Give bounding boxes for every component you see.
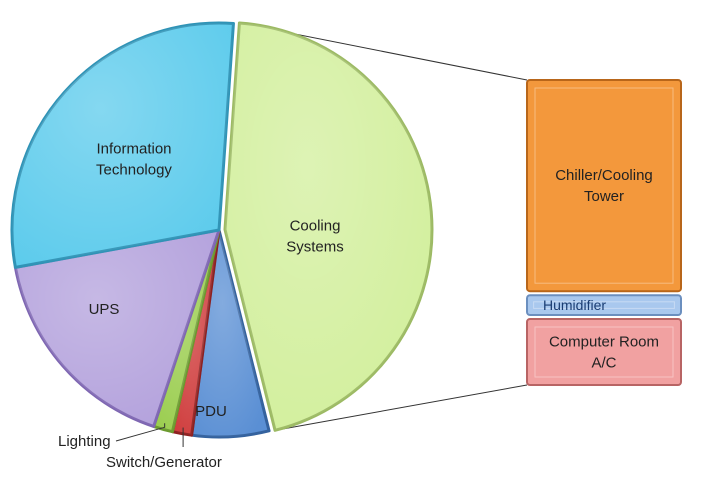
pie-label-pdu: PDU: [195, 403, 227, 420]
pie-slice-information-technology-gloss: [12, 22, 234, 268]
bar-segment-chiller-cooling-tower-bevel: [534, 87, 674, 284]
bar-segment-computer-room-a-c-group: [526, 318, 682, 386]
bar-segment-humidifier-group: [526, 294, 682, 317]
bar-label-computer-room-a-c: Computer Room A/C: [549, 334, 659, 372]
bar-segment-computer-room-a-c-bevel: [534, 326, 674, 378]
pie-slice-ups-gloss: [15, 230, 219, 427]
pie-slice-pdu-gloss: [191, 230, 270, 437]
connector-line-bottom: [274, 384, 528, 431]
pie-label-cooling-systems: Cooling Systems: [286, 218, 344, 256]
bar-label-humidifier: Humidifier: [543, 297, 606, 313]
bar-segment-chiller-cooling-tower-group: [526, 79, 682, 293]
lighting-leader-line: [115, 423, 166, 442]
bar-label-chiller-cooling-tower: Chiller/Cooling Tower: [555, 167, 653, 205]
pie-slice-cooling-systems-gloss: [224, 22, 432, 431]
pie-label-switch-generator: Switch/Generator: [106, 454, 222, 471]
pie-label-information-technology: Information Technology: [96, 141, 172, 179]
bar-segment-humidifier-bevel: [533, 301, 675, 309]
pie-label-lighting: Lighting: [58, 433, 111, 450]
pie-label-ups: UPS: [89, 301, 120, 318]
